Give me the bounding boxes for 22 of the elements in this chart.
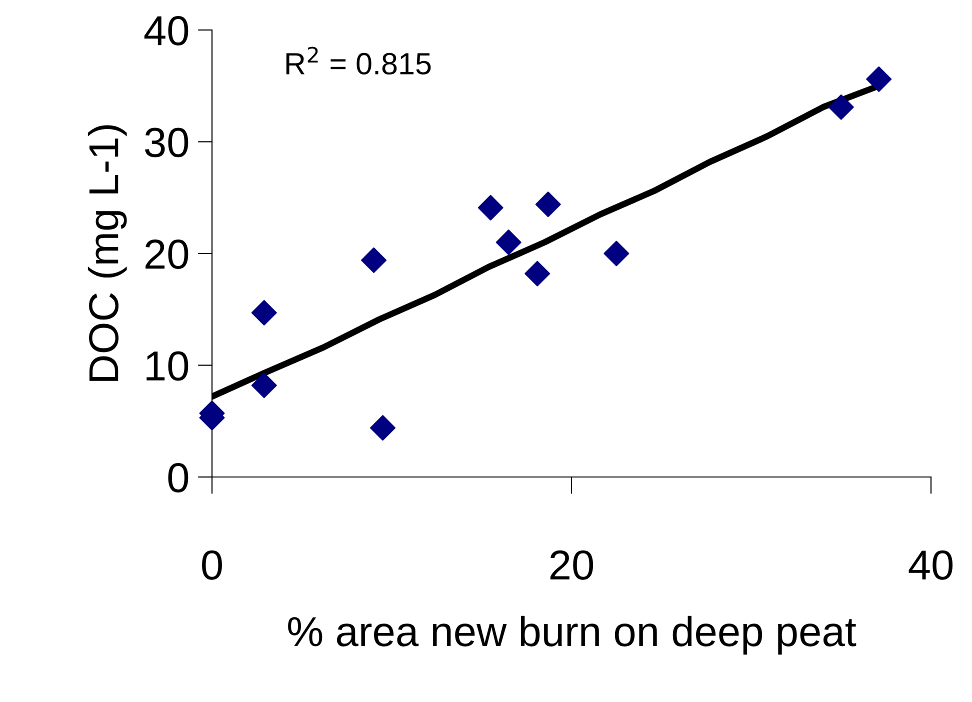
- y-tick-label: 0: [168, 463, 188, 493]
- point: [604, 240, 630, 266]
- point: [478, 194, 504, 220]
- point: [361, 247, 386, 273]
- y-axis-title: DOC (mg L-1): [88, 125, 127, 381]
- point: [496, 230, 522, 256]
- x-axis-title: % area new burn on deep peat: [288, 616, 856, 655]
- y-tick-label: 30: [145, 128, 188, 158]
- point: [524, 260, 550, 286]
- point: [828, 94, 854, 120]
- x-tick-label: 0: [202, 550, 222, 580]
- y-tick-label: 10: [146, 351, 188, 381]
- point: [251, 300, 277, 326]
- point: [866, 66, 892, 92]
- x-tick-label: 40: [908, 550, 953, 580]
- y-tick-label: 20: [146, 240, 188, 270]
- y-tick-label: 40: [144, 16, 188, 46]
- point: [535, 192, 561, 218]
- point: [251, 372, 277, 398]
- x-tick-label: 20: [550, 550, 594, 580]
- annotation: R$^{2}$ = 0.815: [286, 46, 431, 75]
- point: [370, 415, 396, 441]
